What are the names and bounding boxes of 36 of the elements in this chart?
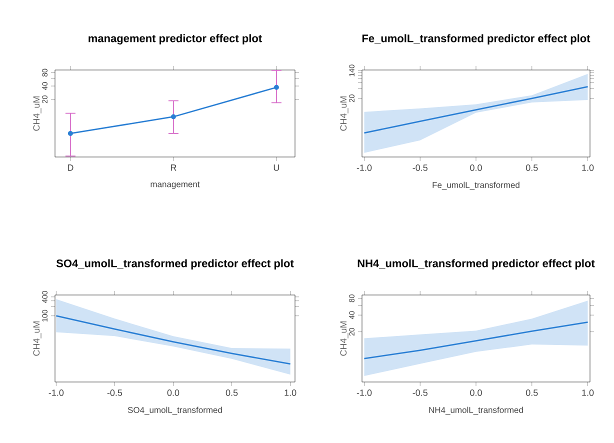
x-tick-label: 0.5 <box>526 390 538 396</box>
y-axis-title: CH4_uM <box>33 321 42 356</box>
line-series <box>364 86 588 134</box>
x-tick-label: 0.0 <box>470 164 482 171</box>
x-tick-label: 0.5 <box>526 164 538 171</box>
x-tick-label: -0.5 <box>107 390 122 396</box>
point <box>68 130 73 136</box>
line-series <box>55 315 292 365</box>
y-axis-title: CH4_uM <box>340 96 348 131</box>
y-axis-title: CH4_uM <box>340 321 348 356</box>
point <box>274 84 279 90</box>
x-tick-label: -1.0 <box>48 390 64 396</box>
y-axis-title: CH4_uM <box>33 96 42 131</box>
chart-title: management predictor effect plot <box>88 34 262 44</box>
chart-title: SO4_umolL_transformed predictor effect plot <box>56 259 294 270</box>
x-tick-label: 1.0 <box>284 390 296 396</box>
chart-title: NH4_umolL_transformed predictor effect plot <box>358 259 595 270</box>
x-axis-title: management <box>150 182 200 189</box>
x-axis-title: Fe_umolL_transformed <box>432 182 520 190</box>
line-series <box>364 321 588 360</box>
x-axis-title: SO4_umolL_transformed <box>128 406 222 415</box>
chart-title: Fe_umolL_transformed predictor effect plot <box>362 34 590 44</box>
x-tick-label: U <box>274 164 280 171</box>
x-axis-title: NH4_umolL_transformed <box>429 406 523 415</box>
x-tick-label: -1.0 <box>356 164 372 171</box>
x-tick-label: 0.0 <box>470 390 482 396</box>
x-tick-label: -1.0 <box>356 390 372 396</box>
x-tick-label: 1.0 <box>582 390 594 396</box>
x-tick-label: 1.0 <box>582 164 594 171</box>
x-tick-label: D <box>68 164 74 171</box>
x-tick-label: 0.5 <box>226 390 238 396</box>
x-tick-label: -0.5 <box>412 164 428 171</box>
x-tick-label: R <box>170 164 176 171</box>
x-tick-label: -0.5 <box>412 390 428 396</box>
x-tick-label: 0.0 <box>167 390 180 396</box>
point <box>170 114 176 120</box>
